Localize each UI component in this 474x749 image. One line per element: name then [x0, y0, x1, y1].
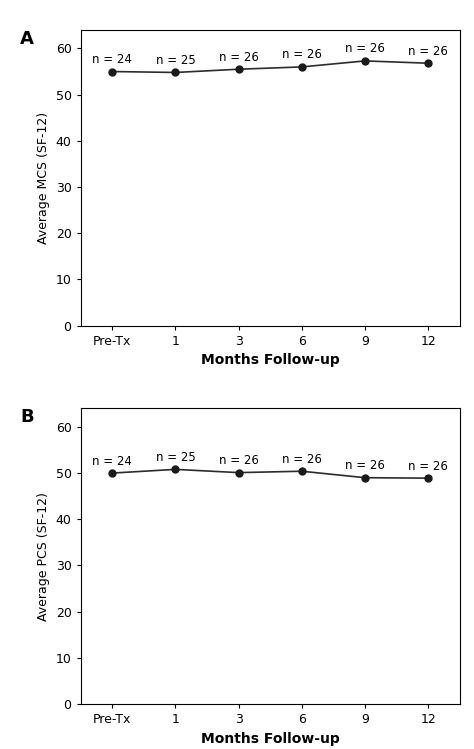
Text: n = 25: n = 25: [155, 54, 195, 67]
Y-axis label: Average MCS (SF-12): Average MCS (SF-12): [37, 112, 50, 244]
Text: n = 24: n = 24: [92, 53, 132, 66]
Text: n = 25: n = 25: [155, 451, 195, 464]
Text: n = 26: n = 26: [408, 460, 448, 473]
Text: n = 26: n = 26: [282, 452, 322, 466]
Text: n = 26: n = 26: [219, 454, 258, 467]
Text: n = 26: n = 26: [408, 45, 448, 58]
Text: n = 26: n = 26: [345, 43, 385, 55]
Text: n = 24: n = 24: [92, 455, 132, 467]
Text: n = 26: n = 26: [219, 51, 258, 64]
Text: n = 26: n = 26: [282, 49, 322, 61]
Text: A: A: [20, 30, 34, 48]
Y-axis label: Average PCS (SF-12): Average PCS (SF-12): [37, 492, 50, 621]
X-axis label: Months Follow-up: Months Follow-up: [201, 732, 339, 746]
X-axis label: Months Follow-up: Months Follow-up: [201, 354, 339, 367]
Text: B: B: [20, 408, 34, 426]
Text: n = 26: n = 26: [345, 459, 385, 472]
